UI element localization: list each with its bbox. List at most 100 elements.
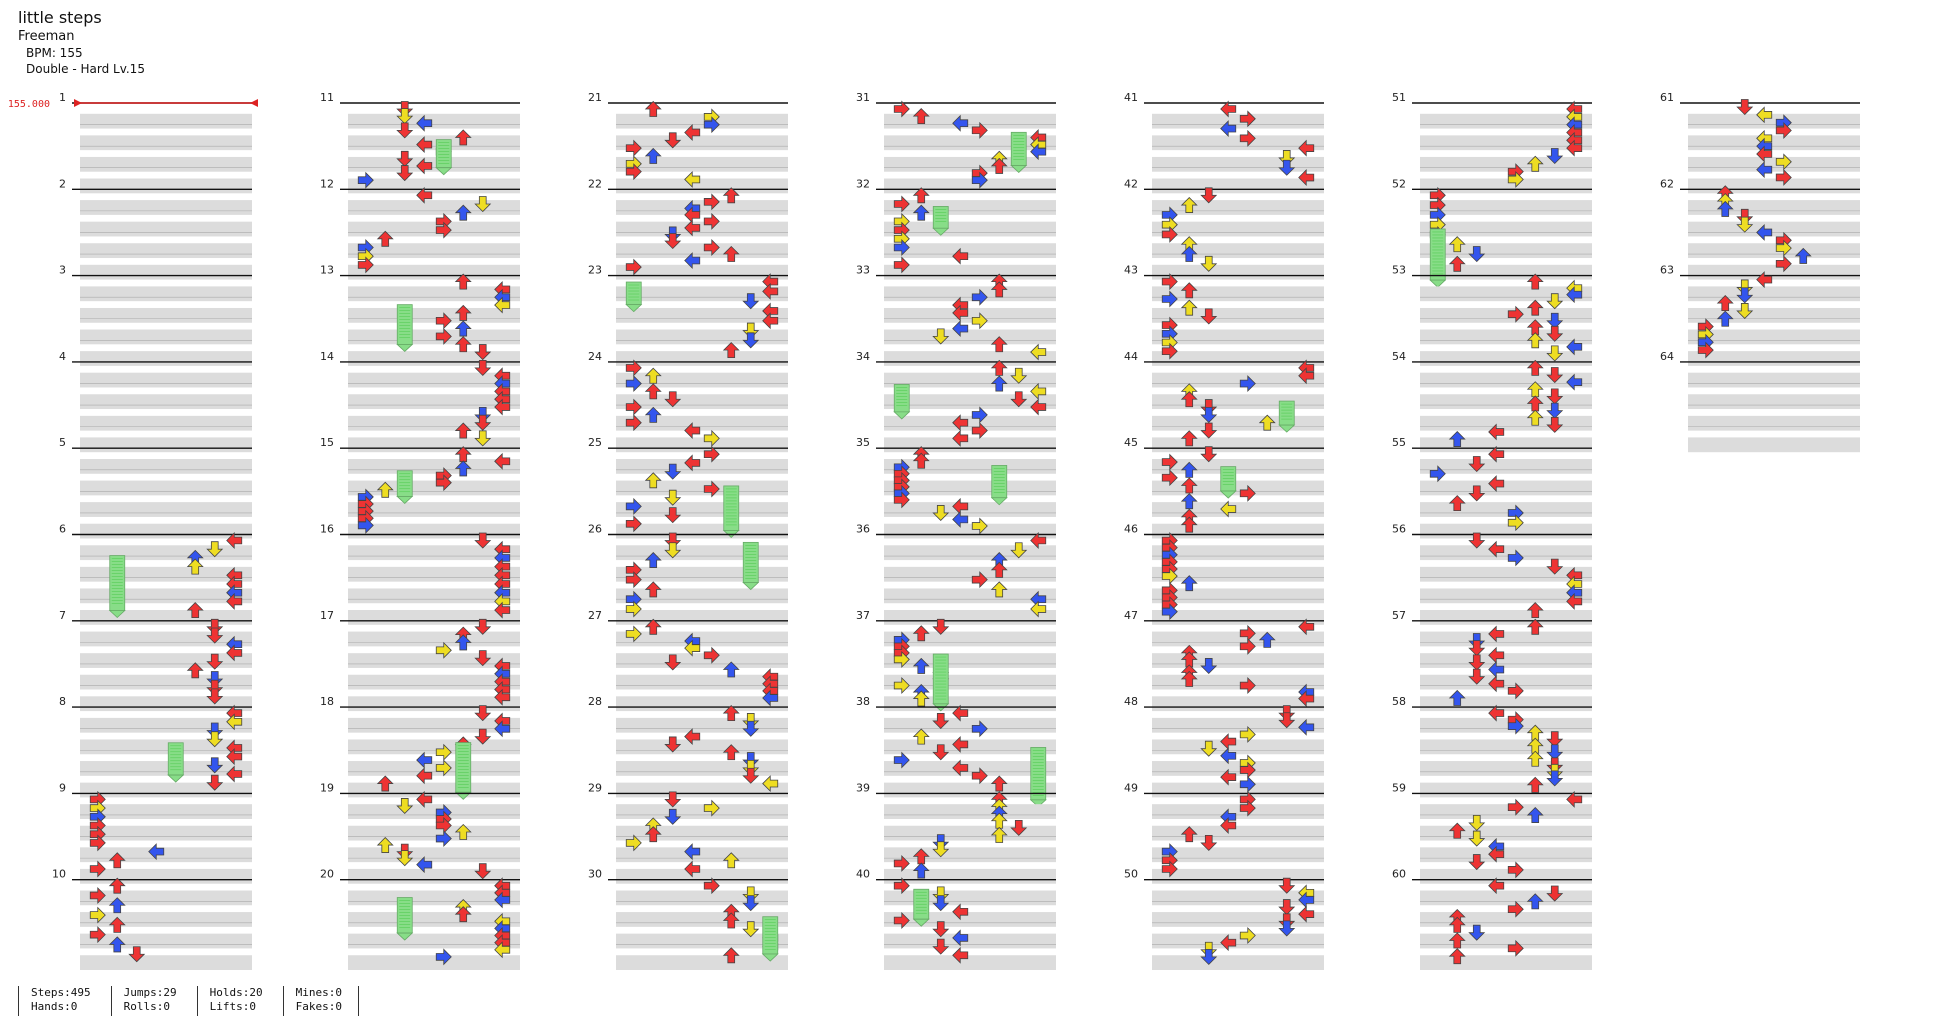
step-arrow: [762, 689, 779, 707]
stat-col-holds: Holds:20 Lifts:0: [196, 986, 283, 1016]
beat-band: [348, 502, 520, 517]
beat-band: [348, 221, 520, 237]
step-arrow: [1716, 295, 1734, 311]
step-arrow: [376, 481, 394, 498]
beat-band: [348, 761, 520, 776]
measure-number: 5: [59, 436, 66, 449]
beat-band: [616, 243, 788, 259]
step-arrow: [1756, 106, 1773, 124]
step-arrow: [1161, 469, 1178, 487]
step-arrow: [893, 100, 910, 118]
measure-number: 40: [856, 868, 870, 881]
step-arrow: [186, 558, 204, 575]
beat-band: [884, 135, 1056, 151]
beat-band: [1420, 286, 1592, 302]
step-arrow: [644, 472, 662, 489]
measure-number: 42: [1124, 177, 1138, 190]
step-arrow: [1298, 718, 1315, 736]
step-arrow: [893, 491, 910, 509]
step-arrow: [396, 108, 414, 125]
beat-band: [1152, 480, 1324, 496]
beat-band: [80, 178, 252, 194]
step-arrow: [1200, 255, 1218, 272]
step-arrow: [912, 187, 930, 204]
step-arrow: [1278, 920, 1296, 937]
beat-band: [616, 480, 788, 496]
beat-band: [616, 933, 788, 949]
beat-band: [80, 394, 252, 410]
step-arrow: [952, 247, 969, 265]
beat-band: [884, 804, 1056, 819]
step-arrow: [1775, 153, 1792, 171]
beat-band: [1420, 739, 1592, 755]
step-arrow: [893, 912, 910, 929]
hold-tail: [108, 610, 126, 619]
beat-band: [1152, 739, 1324, 755]
beat-band: [616, 825, 788, 841]
chart-stats: Steps:495 Hands:0 Jumps:29 Rolls:0 Holds…: [18, 986, 359, 1016]
beat-band: [348, 717, 520, 733]
beat-band: [1688, 221, 1860, 237]
step-arrow: [1239, 637, 1256, 655]
step-arrow: [1468, 854, 1486, 871]
beat-band: [1152, 933, 1324, 949]
step-arrow: [1239, 725, 1256, 743]
measure: 13: [320, 264, 520, 366]
step-arrow: [762, 282, 779, 300]
step-arrow: [684, 124, 701, 141]
measure: 2: [59, 177, 252, 280]
beat-band: [1152, 351, 1324, 366]
beat-band: [348, 372, 520, 388]
step-arrow: [952, 704, 969, 722]
step-arrow: [454, 634, 472, 651]
beat-band: [348, 113, 520, 129]
measure: 17: [320, 609, 520, 712]
beat-band: [884, 739, 1056, 755]
beat-band: [1420, 480, 1592, 496]
beat-band: [80, 739, 252, 755]
step-arrow: [1220, 120, 1237, 138]
step-arrow: [474, 618, 492, 635]
step-arrow: [971, 171, 988, 189]
measure-number: 51: [1392, 91, 1406, 104]
step-arrow: [1716, 310, 1734, 327]
step-arrow: [1756, 145, 1773, 163]
step-arrow: [703, 212, 720, 230]
step-arrow: [625, 625, 642, 643]
beat-band: [348, 847, 520, 863]
step-arrow: [454, 336, 472, 353]
step-arrow: [1448, 255, 1466, 272]
beat-band: [80, 761, 252, 776]
step-arrow: [416, 136, 433, 154]
step-arrow: [990, 561, 1008, 578]
step-arrow: [722, 912, 740, 929]
beat-band: [884, 588, 1056, 604]
step-arrow: [1468, 456, 1486, 473]
beat-band: [884, 200, 1056, 215]
beat-band: [80, 480, 252, 496]
hold-tail: [912, 918, 930, 927]
beat-band: [884, 868, 1056, 884]
step-arrow: [89, 834, 106, 852]
step-arrow: [1526, 750, 1544, 767]
measure-number: 32: [856, 177, 870, 190]
step-arrow: [1239, 677, 1256, 694]
stat-rolls: Rolls:0: [123, 1000, 170, 1013]
beat-band: [884, 394, 1056, 410]
measure: 48: [1124, 695, 1324, 798]
beat-band: [1152, 221, 1324, 237]
beat-band: [884, 307, 1056, 323]
step-arrow: [1697, 341, 1714, 359]
beat-band: [1152, 286, 1324, 302]
step-arrow: [435, 743, 452, 761]
beat-band: [80, 113, 252, 129]
step-arrow: [1526, 618, 1544, 635]
measure: 14: [320, 350, 520, 453]
measure-number: 60: [1392, 868, 1406, 881]
step-arrow: [206, 731, 224, 748]
step-arrow: [1180, 430, 1198, 447]
beat-band: [80, 135, 252, 151]
step-arrow: [644, 618, 662, 635]
step-arrow: [416, 114, 433, 132]
step-arrow: [952, 929, 969, 947]
